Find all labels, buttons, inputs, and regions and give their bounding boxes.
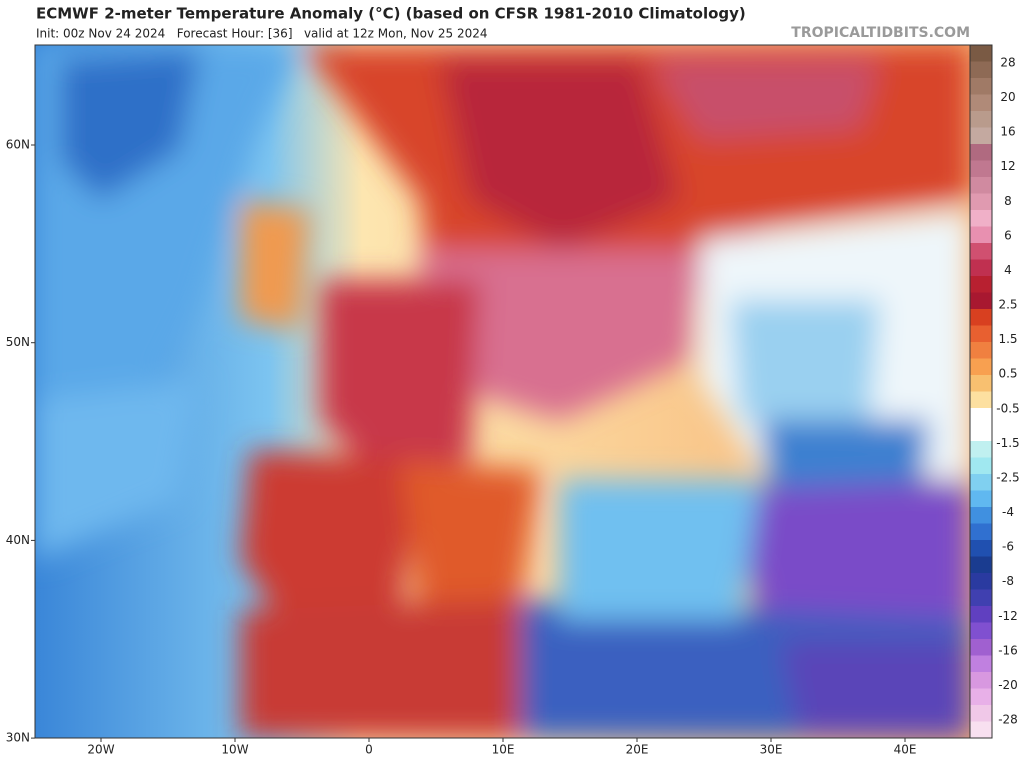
colorbar-swatch	[970, 655, 992, 673]
colorbar-swatch	[970, 276, 992, 293]
colorbar-swatch	[970, 540, 992, 557]
colorbar-swatch	[970, 325, 992, 343]
lon-label: 40E	[894, 743, 917, 757]
colorbar-swatch	[970, 589, 992, 607]
colorbar-swatch	[970, 193, 992, 211]
colorbar-swatch	[970, 78, 992, 95]
colorbar-swatch	[970, 721, 992, 739]
colorbar-label: -2.5	[996, 470, 1019, 484]
colorbar-label: 8	[1004, 194, 1012, 208]
colorbar-label: -12	[998, 609, 1018, 623]
colorbar-label: 16	[1000, 125, 1015, 139]
colorbar-swatch	[970, 457, 992, 475]
colorbar-swatch	[970, 523, 992, 541]
colorbar-swatch	[970, 507, 992, 524]
colorbar-swatch	[970, 441, 992, 458]
colorbar-frame	[969, 44, 993, 739]
colorbar-swatch	[970, 127, 992, 145]
lat-label: 50N	[6, 335, 30, 349]
colorbar-swatch	[970, 622, 992, 640]
lon-label: 20W	[87, 743, 114, 757]
colorbar-label: -8	[1002, 574, 1014, 588]
colorbar-swatch	[970, 309, 992, 326]
colorbar-label: -6	[1002, 540, 1014, 554]
colorbar-swatch	[970, 177, 992, 194]
lon-label: 0	[365, 743, 373, 757]
colorbar-swatch	[970, 688, 992, 706]
colorbar-swatch	[970, 45, 992, 62]
colorbar-swatch	[970, 672, 992, 689]
colorbar-label: -20	[998, 678, 1018, 692]
colorbar-label: 4	[1004, 263, 1012, 277]
colorbar-label: -0.5	[996, 401, 1019, 415]
temperature-field	[35, 45, 970, 738]
colorbar-label: 0.5	[998, 367, 1017, 381]
colorbar-swatch	[970, 424, 992, 442]
colorbar-swatch	[970, 292, 992, 310]
lat-label: 30N	[6, 731, 30, 745]
title: ECMWF 2-meter Temperature Anomaly (°C) (…	[36, 5, 746, 23]
colorbar-swatch	[970, 342, 992, 359]
colorbar-swatch	[970, 61, 992, 79]
colorbar-label: 1.5	[998, 332, 1017, 346]
colorbar-swatch	[970, 111, 992, 128]
colorbar-label: 12	[1000, 159, 1015, 173]
subtitle: Init: 00z Nov 24 2024 Forecast Hour: [36…	[36, 27, 488, 41]
colorbar-swatch	[970, 226, 992, 244]
colorbar-swatch	[970, 243, 992, 260]
colorbar-swatch	[970, 210, 992, 227]
colorbar-label: 28	[1000, 56, 1015, 70]
lon-label: 10W	[221, 743, 248, 757]
colorbar-label: -28	[998, 713, 1018, 727]
lon-label: 30E	[760, 743, 783, 757]
lon-label: 10E	[492, 743, 515, 757]
colorbar-swatch	[970, 259, 992, 277]
colorbar-label: 6	[1004, 228, 1012, 242]
colorbar-label: -4	[1002, 505, 1014, 519]
colorbar-swatch	[970, 94, 992, 112]
colorbar-swatch	[970, 474, 992, 491]
colorbar-swatch	[970, 375, 992, 392]
colorbar-label: -1.5	[996, 436, 1019, 450]
colorbar-swatch	[970, 639, 992, 656]
lat-label: 60N	[6, 138, 30, 152]
colorbar-swatch	[970, 391, 992, 409]
colorbar-swatch	[970, 573, 992, 590]
colorbar-swatch	[970, 606, 992, 623]
colorbar-swatch	[970, 705, 992, 722]
lat-label: 40N	[6, 533, 30, 547]
colorbar-swatch	[970, 160, 992, 178]
colorbar-swatch	[970, 358, 992, 376]
colorbar-label: 20	[1000, 90, 1015, 104]
colorbar-label: 2.5	[998, 298, 1017, 312]
colorbar-swatch	[970, 144, 992, 161]
colorbar-swatch	[970, 408, 992, 425]
colorbar-swatch	[970, 490, 992, 508]
colorbar-swatch	[970, 556, 992, 574]
colorbar-label: -16	[998, 643, 1018, 657]
lon-label: 20E	[626, 743, 649, 757]
credit: TROPICALTIDBITS.COM	[791, 25, 970, 41]
